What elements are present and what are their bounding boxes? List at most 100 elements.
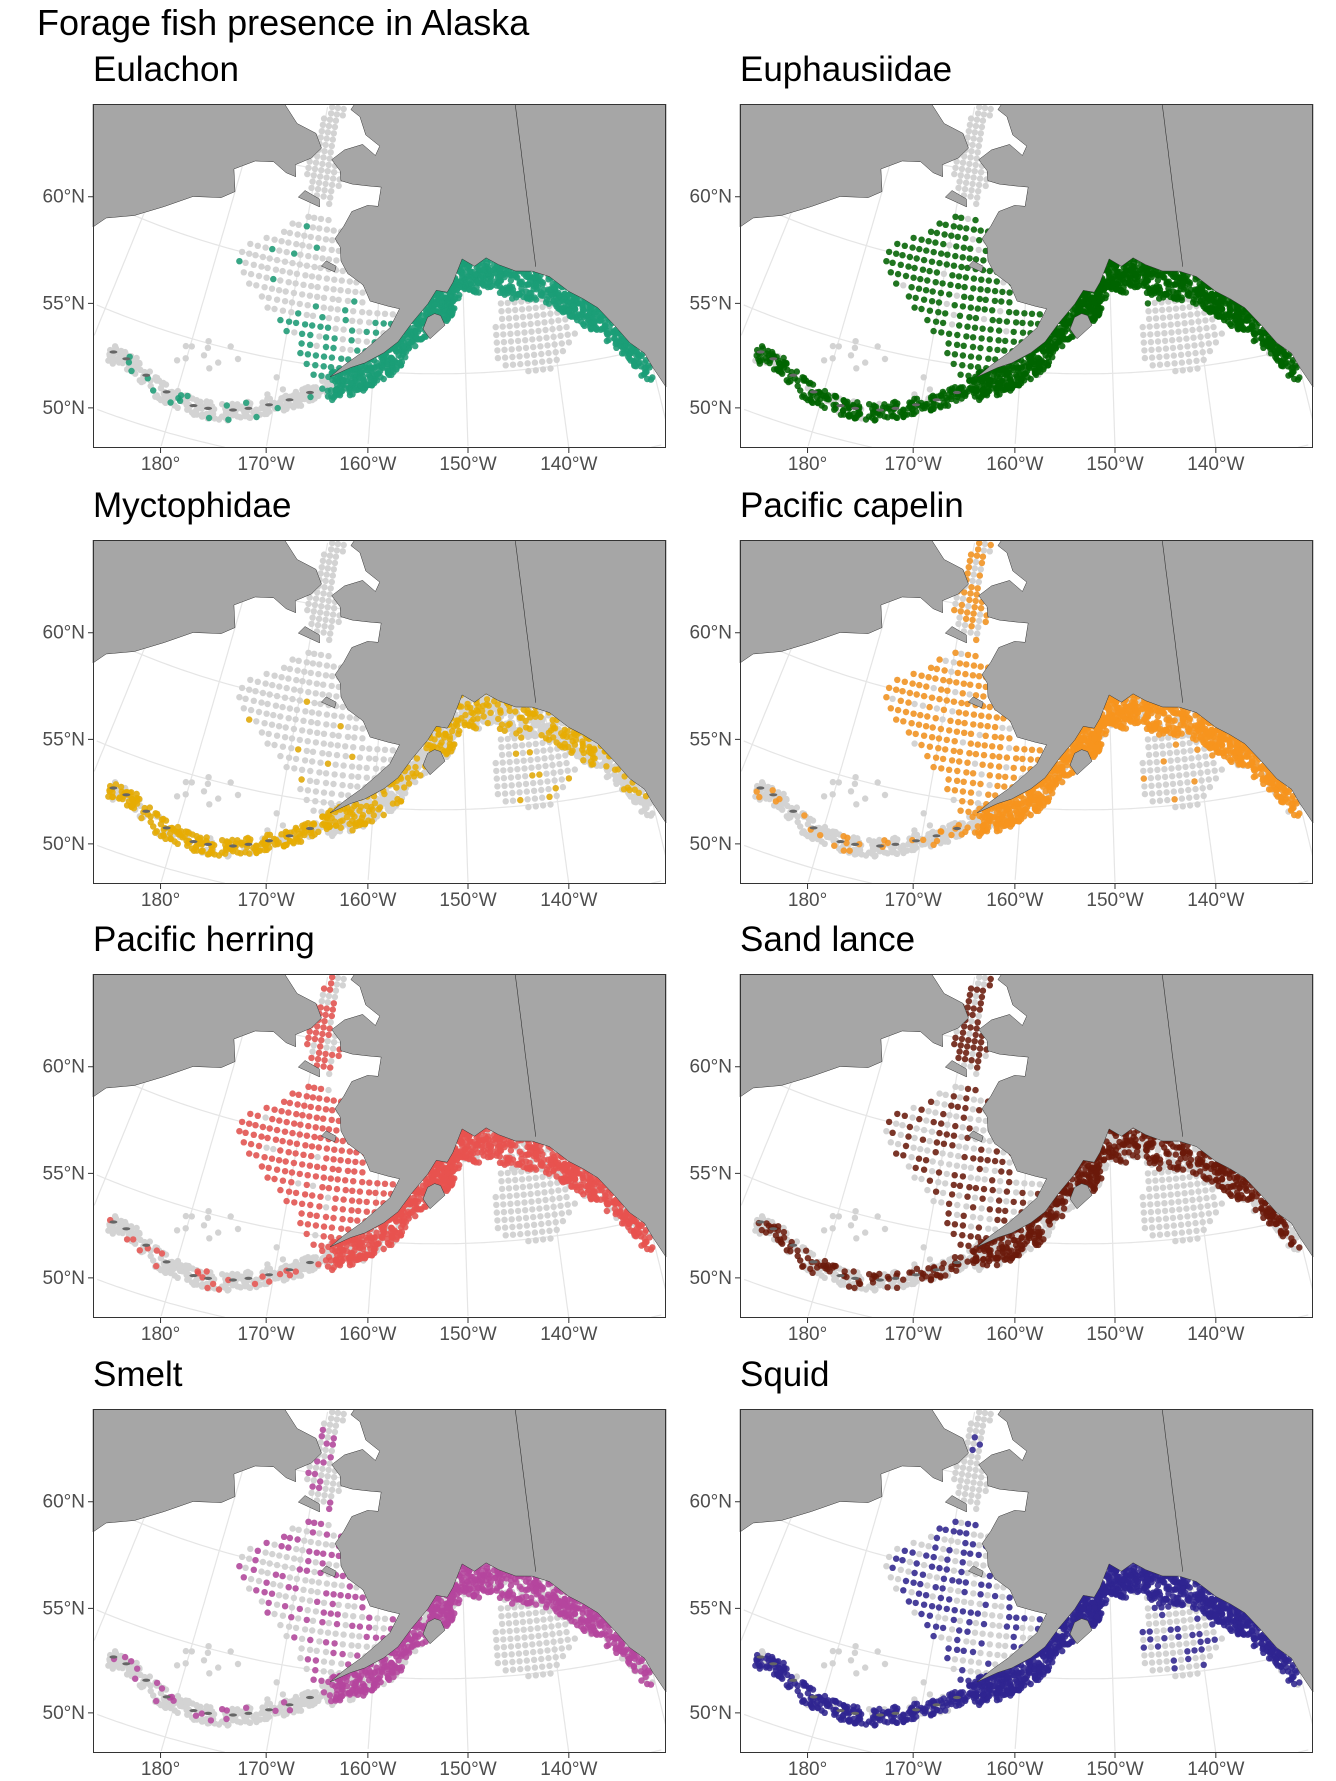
presence-point: [920, 296, 928, 303]
absence-point: [310, 172, 317, 179]
absence-point: [273, 374, 280, 381]
absence-point: [1168, 329, 1175, 336]
presence-point: [920, 256, 928, 264]
absence-point: [972, 122, 980, 130]
presence-point: [603, 337, 611, 345]
absence-point: [253, 282, 260, 289]
absence-point: [346, 278, 353, 285]
absence-point: [277, 277, 284, 284]
presence-point: [966, 314, 973, 321]
absence-point: [968, 148, 975, 155]
absence-point: [319, 160, 326, 168]
absence-point: [328, 188, 335, 195]
presence-point: [389, 355, 396, 362]
presence-point: [324, 393, 332, 400]
absence-point: [505, 315, 513, 322]
absence-point: [1185, 350, 1192, 358]
aleutian-island: [162, 390, 171, 394]
absence-point: [331, 123, 339, 131]
absence-point: [264, 391, 271, 398]
presence-point: [516, 278, 523, 285]
absence-point: [847, 352, 855, 359]
absence-point: [555, 317, 562, 324]
presence-point: [991, 297, 999, 305]
absence-point: [266, 255, 273, 262]
presence-point: [577, 311, 584, 318]
absence-point: [979, 117, 987, 124]
absence-point: [500, 338, 508, 346]
absence-point: [247, 270, 255, 278]
absence-point: [324, 168, 331, 175]
absence-point: [320, 154, 327, 161]
absence-point: [286, 229, 294, 237]
presence-point: [933, 229, 941, 237]
absence-point: [835, 343, 842, 350]
absence-point: [1178, 359, 1186, 366]
absence-point: [874, 343, 881, 350]
absence-point: [530, 351, 538, 358]
presence-point: [478, 271, 486, 279]
absence-point: [975, 142, 982, 150]
absence-point: [997, 308, 1004, 315]
presence-point: [974, 305, 981, 312]
absence-point: [525, 305, 533, 312]
absence-point: [881, 355, 889, 363]
presence-point: [980, 257, 987, 264]
absence-point: [1145, 308, 1152, 315]
presence-point: [348, 370, 355, 377]
absence-point: [292, 280, 299, 287]
absence-point: [317, 173, 324, 180]
absence-point: [980, 315, 988, 323]
absence-point: [523, 352, 530, 359]
presence-point: [967, 245, 974, 252]
absence-point: [851, 344, 859, 351]
presence-point: [998, 298, 1005, 305]
absence-point: [320, 245, 327, 252]
absence-point: [174, 404, 181, 411]
absence-point: [204, 344, 212, 351]
absence-point: [967, 115, 975, 122]
absence-point: [253, 407, 260, 414]
presence-point: [970, 285, 977, 292]
absence-point: [153, 374, 161, 382]
absence-point: [109, 360, 116, 367]
absence-point: [539, 366, 547, 373]
presence-point: [995, 337, 1002, 344]
absence-point: [314, 153, 321, 160]
presence-point: [353, 365, 360, 372]
presence-point: [372, 319, 379, 327]
absence-point: [852, 338, 859, 345]
absence-point: [532, 304, 539, 311]
presence-point: [372, 329, 380, 336]
presence-point: [970, 275, 978, 282]
absence-point: [330, 286, 337, 293]
presence-point: [223, 402, 230, 409]
presence-point: [935, 309, 942, 316]
absence-point: [975, 246, 982, 254]
absence-point: [320, 294, 328, 301]
absence-point: [303, 311, 310, 319]
presence-point: [205, 414, 213, 422]
presence-point: [937, 289, 945, 297]
absence-point: [512, 314, 520, 321]
presence-point: [919, 266, 927, 273]
absence-point: [986, 112, 993, 119]
absence-point: [1156, 361, 1164, 368]
presence-point: [989, 316, 996, 324]
presence-point: [620, 350, 628, 357]
presence-point: [297, 349, 304, 357]
absence-point: [246, 414, 254, 421]
absence-point: [1149, 362, 1156, 369]
absence-point: [242, 259, 249, 266]
absence-point: [1179, 367, 1186, 374]
presence-point: [438, 292, 446, 300]
absence-point: [1174, 320, 1181, 328]
presence-point: [304, 351, 312, 358]
absence-point: [359, 308, 366, 316]
presence-point: [468, 282, 475, 289]
presence-point: [928, 258, 936, 265]
presence-point: [444, 299, 451, 306]
presence-point: [915, 285, 923, 292]
presence-point: [446, 308, 453, 315]
absence-point: [339, 336, 346, 343]
